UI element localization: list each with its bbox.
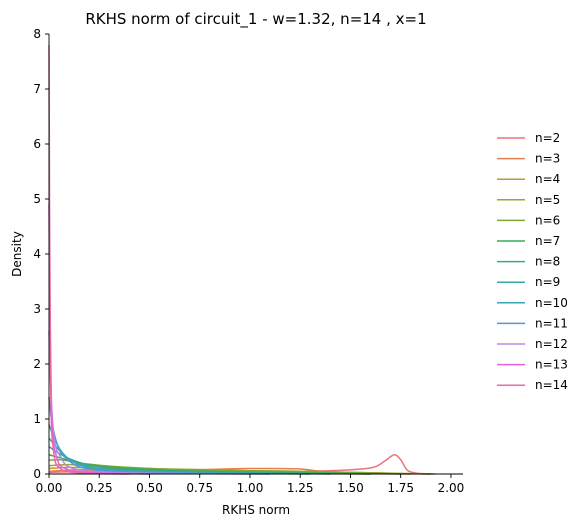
x-tick-label: 0.75: [186, 481, 213, 495]
legend-label: n=9: [535, 275, 560, 289]
series-line-n-11: [48, 396, 271, 475]
x-tick-label: 0.00: [36, 481, 63, 495]
legend-label: n=6: [535, 213, 560, 227]
x-tick-label: 1.75: [387, 481, 414, 495]
legend-label: n=13: [535, 358, 568, 372]
y-axis-label: Density: [10, 231, 24, 277]
legend-label: n=5: [535, 193, 560, 207]
series-line-n-12: [48, 330, 250, 475]
y-tick-label: 0: [33, 467, 41, 481]
legend-label: n=12: [535, 337, 568, 351]
y-tick-label: 5: [33, 192, 41, 206]
x-tick-label: 2.00: [438, 481, 465, 495]
y-tick-label: 3: [33, 302, 41, 316]
y-tick-label: 7: [33, 82, 41, 96]
x-tick-label: 1.50: [337, 481, 364, 495]
legend-label: n=14: [535, 378, 568, 392]
series-curves: [48, 44, 435, 475]
legend-label: n=10: [535, 296, 568, 310]
x-tick-label: 0.25: [86, 481, 113, 495]
x-tick-label: 1.25: [287, 481, 314, 495]
legend: n=2 n=3 n=4 n=5 n=6 n=7 n=8 n=9 n=10 n=11 n=12 n=13…: [497, 131, 568, 392]
y-tick-label: 1: [33, 412, 41, 426]
y-tick-label: 4: [33, 247, 41, 261]
x-tick-label: 0.50: [136, 481, 163, 495]
x-axis: 0.00 0.25 0.50 0.75 1.00 1.25 1.50 1.75 2.00: [36, 474, 465, 495]
series-line-n-13: [48, 204, 150, 475]
chart-title: RKHS norm of circuit_1 - w=1.32, n=14 , …: [85, 10, 426, 29]
legend-label: n=2: [535, 131, 560, 145]
legend-label: n=11: [535, 316, 568, 330]
y-axis: 0 1 2 3 4 5 6 7 8: [33, 27, 49, 481]
series-line-n-14: [48, 44, 130, 475]
x-tick-label: 1.00: [237, 481, 264, 495]
y-tick-label: 2: [33, 357, 41, 371]
y-tick-label: 6: [33, 137, 41, 151]
x-axis-label: RKHS norm: [222, 503, 290, 517]
legend-label: n=8: [535, 255, 560, 269]
legend-label: n=3: [535, 152, 560, 166]
legend-label: n=4: [535, 172, 560, 186]
y-tick-label: 8: [33, 27, 41, 41]
legend-label: n=7: [535, 234, 560, 248]
series-line-n-10: [48, 424, 311, 475]
